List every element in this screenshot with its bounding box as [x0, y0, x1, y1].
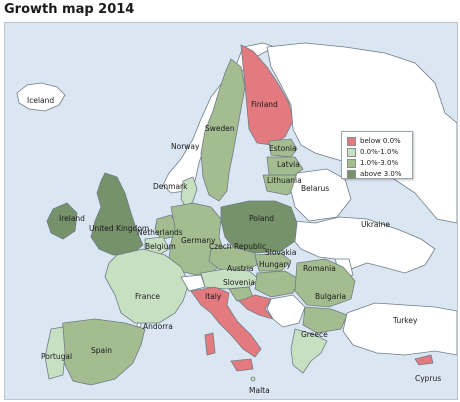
country-sweden[interactable]: [200, 58, 246, 202]
country-turkey[interactable]: [342, 302, 457, 356]
legend-row-above-3: above 3.0%: [347, 169, 407, 179]
country-romania[interactable]: [294, 258, 356, 308]
legend-label-1-3: 1.0%-3.0%: [360, 159, 399, 167]
label-czech-republic: Czech Republic: [209, 242, 266, 251]
legend-label-above-3: above 3.0%: [360, 170, 402, 178]
label-turkey: Turkey: [392, 316, 418, 325]
label-denmark: Denmark: [153, 182, 188, 191]
label-belgium: Belgium: [145, 242, 176, 251]
label-hungary: Hungary: [259, 260, 292, 269]
country-poland[interactable]: [220, 200, 298, 254]
label-spain: Spain: [91, 346, 112, 355]
page-title: Growth map 2014: [4, 2, 135, 17]
europe-map-svg: Iceland Norway Sweden Finland Estonia La…: [5, 23, 457, 399]
growth-map: Iceland Norway Sweden Finland Estonia La…: [4, 22, 458, 400]
legend-swatch-above-3: [347, 169, 356, 179]
label-cyprus: Cyprus: [415, 374, 441, 383]
label-norway: Norway: [171, 142, 200, 151]
label-belarus: Belarus: [301, 184, 329, 193]
country-ukraine[interactable]: [290, 216, 436, 274]
legend-row-below-0: below 0.0%: [347, 136, 407, 146]
label-netherlands: Netherlands: [137, 228, 183, 237]
map-legend: below 0.0% 0.0%-1.0% 1.0%-3.0% above 3.0…: [341, 131, 413, 179]
legend-swatch-below-0: [347, 136, 356, 146]
label-lithuania: Lithuania: [267, 176, 302, 185]
country-italy-sicily: [230, 358, 254, 372]
label-germany: Germany: [181, 236, 216, 245]
country-latvia[interactable]: [266, 156, 304, 176]
label-romania: Romania: [303, 264, 336, 273]
country-slovakia[interactable]: [254, 252, 292, 272]
label-poland: Poland: [249, 214, 274, 223]
country-estonia[interactable]: [268, 138, 298, 158]
country-malta[interactable]: [250, 376, 256, 382]
country-france[interactable]: [104, 248, 190, 324]
country-czech-republic[interactable]: [208, 246, 258, 272]
label-slovenia: Slovenia: [223, 278, 255, 287]
country-cyprus[interactable]: [414, 354, 434, 366]
label-ukraine: Ukraine: [361, 220, 390, 229]
country-austria[interactable]: [200, 268, 260, 290]
label-united-kingdom: United Kingdom: [89, 224, 149, 233]
country-greece[interactable]: [290, 328, 328, 374]
label-ireland: Ireland: [59, 214, 85, 223]
country-iceland[interactable]: [16, 82, 66, 112]
country-united-kingdom[interactable]: [90, 172, 144, 256]
country-ireland[interactable]: [46, 202, 78, 240]
label-iceland: Iceland: [27, 96, 54, 105]
label-greece: Greece: [301, 330, 328, 339]
label-bulgaria: Bulgaria: [315, 292, 346, 301]
label-latvia: Latvia: [277, 160, 300, 169]
country-denmark[interactable]: [180, 176, 198, 210]
label-finland: Finland: [251, 100, 278, 109]
country-hungary[interactable]: [254, 270, 300, 298]
label-malta: Malta: [249, 386, 270, 395]
country-belarus[interactable]: [290, 168, 352, 222]
label-andorra: Andorra: [143, 322, 173, 331]
country-bulgaria[interactable]: [302, 306, 348, 334]
label-sweden: Sweden: [205, 124, 235, 133]
country-switzerland: [180, 274, 206, 292]
label-estonia: Estonia: [269, 144, 297, 153]
label-austria: Austria: [227, 264, 254, 273]
label-portugal: Portugal: [41, 352, 72, 361]
legend-label-below-0: below 0.0%: [360, 137, 401, 145]
legend-row-1-3: 1.0%-3.0%: [347, 158, 407, 168]
country-serbia: [266, 294, 306, 328]
country-italy-sardinia: [204, 332, 216, 356]
label-slovakia: Slovakia: [265, 248, 297, 257]
country-portugal[interactable]: [44, 326, 66, 380]
country-croatia: [238, 294, 275, 320]
country-belgium[interactable]: [144, 236, 170, 256]
country-italy[interactable]: [190, 286, 262, 358]
legend-label-0-1: 0.0%-1.0%: [360, 148, 399, 156]
label-france: France: [135, 292, 160, 301]
legend-row-0-1: 0.0%-1.0%: [347, 147, 407, 157]
legend-swatch-0-1: [347, 147, 356, 157]
label-italy: Italy: [205, 292, 222, 301]
legend-swatch-1-3: [347, 158, 356, 168]
country-andorra[interactable]: [136, 322, 142, 328]
